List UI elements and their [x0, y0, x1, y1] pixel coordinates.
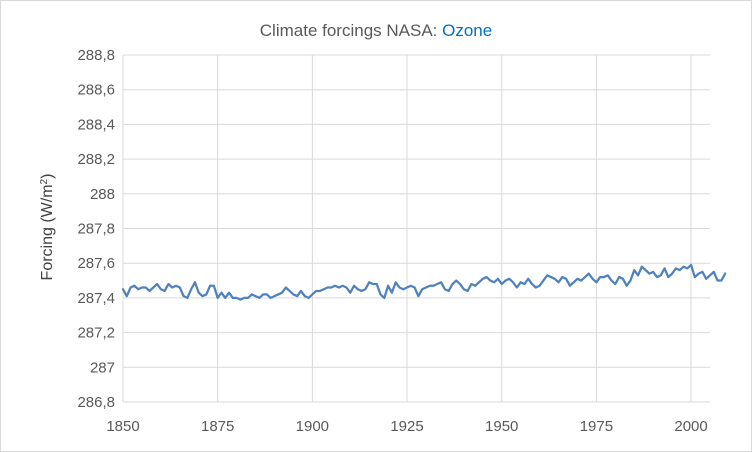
x-tick-labels: 1850 1875 1900 1925 1950 1975 2000 [106, 418, 707, 435]
y-tick-label: 288,8 [77, 47, 115, 64]
y-tick-label: 287,6 [77, 255, 115, 272]
x-tick-label: 1975 [580, 418, 613, 435]
y-tick-label: 287,8 [77, 221, 115, 238]
x-tick-label: 1950 [485, 418, 518, 435]
y-tick-labels: 286,8 287 287,2 287,4 287,6 287,8 288 288,2 288,… [77, 47, 115, 411]
y-gridlines [123, 54, 710, 368]
series-line-ozone [121, 263, 727, 301]
y-tick-label: 288,2 [77, 151, 115, 168]
y-tick-label: 288 [90, 186, 115, 203]
x-gridlines [122, 55, 692, 402]
x-tick-label: 1875 [201, 418, 234, 435]
x-tick-label: 1925 [390, 418, 423, 435]
y-tick-label: 286,8 [77, 394, 115, 411]
chart-title-highlight: Ozone [442, 21, 492, 40]
x-tick-label: 1850 [106, 418, 139, 435]
y-axis-label: Forcing (W/m2) [39, 174, 57, 281]
chart-title: Climate forcings NASA: Ozone [260, 21, 492, 40]
x-tick-label: 2000 [674, 418, 707, 435]
y-tick-label: 287,4 [77, 290, 115, 307]
y-tick-label: 287 [90, 359, 115, 376]
y-tick-label: 288,6 [77, 82, 115, 99]
x-tick-label: 1900 [296, 418, 329, 435]
series-group [121, 263, 727, 301]
y-tick-label: 287,2 [77, 325, 115, 342]
y-tick-label: 288,4 [77, 116, 115, 133]
chart-title-prefix: Climate forcings NASA: [260, 21, 442, 40]
